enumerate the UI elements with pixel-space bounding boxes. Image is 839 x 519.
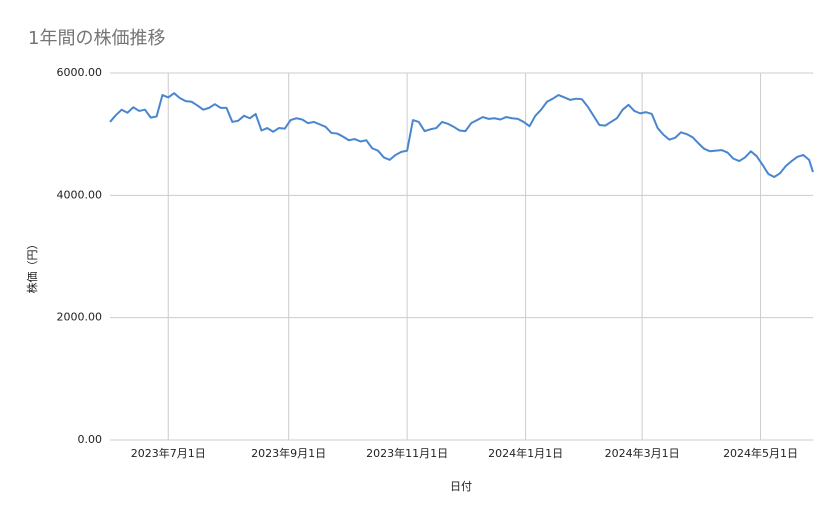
x-tick-label: 2023年11月1日	[366, 446, 448, 460]
x-tick-label: 2023年9月1日	[251, 446, 326, 460]
y-axis-label: 株価（円）	[25, 239, 39, 294]
y-tick-label: 2000.00	[57, 311, 103, 324]
chart-title: 1年間の株価推移	[28, 28, 165, 49]
data-line	[109, 92, 814, 178]
x-tick-label: 2024年5月1日	[723, 446, 798, 460]
x-tick-label: 2023年7月1日	[131, 446, 206, 460]
x-tick-label: 2024年3月1日	[605, 446, 680, 460]
plot-area: 0.00 2000.00 4000.00 6000.00 2023年7月1日 2023年9…	[57, 66, 814, 460]
x-axis-label: 日付	[450, 480, 472, 493]
y-tick-label: 6000.00	[57, 66, 103, 79]
y-tick-label: 4000.00	[57, 188, 103, 201]
y-tick-label: 0.00	[78, 433, 103, 446]
x-tick-label: 2024年1月1日	[488, 446, 563, 460]
